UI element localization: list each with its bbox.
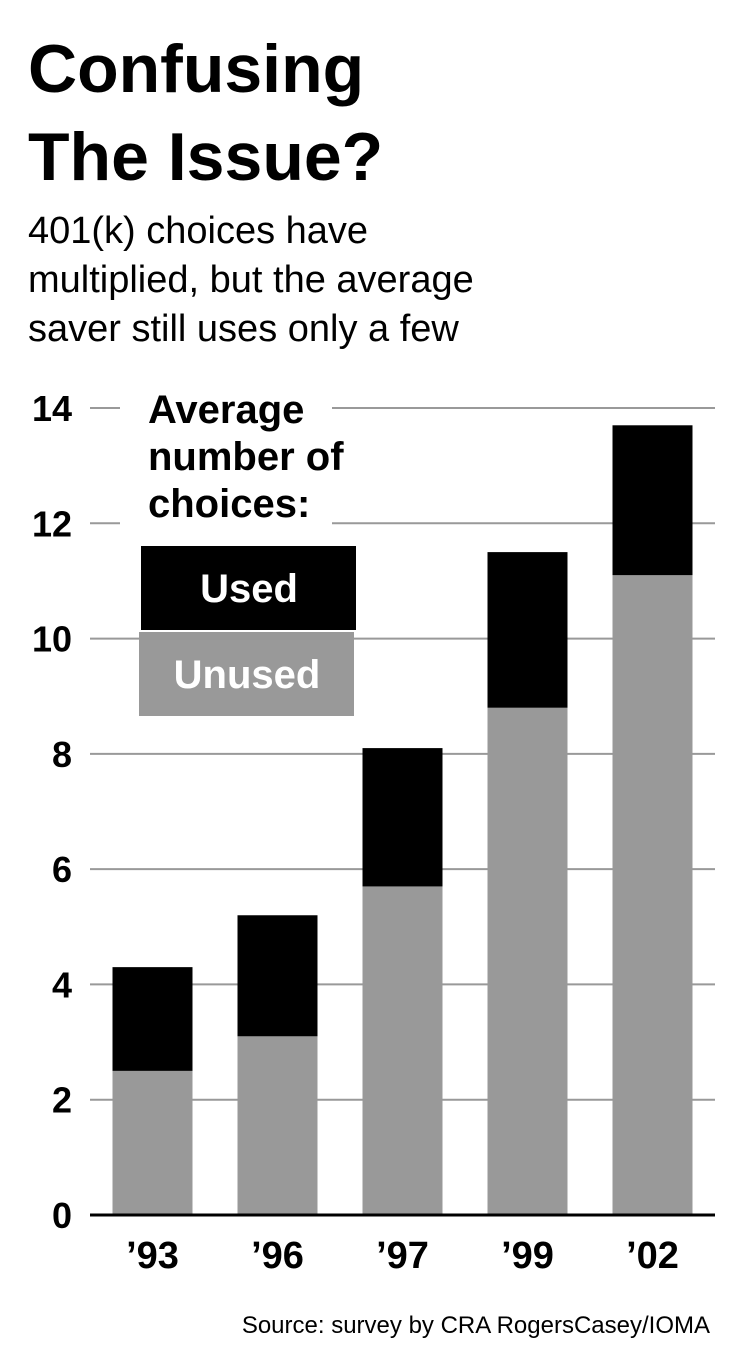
legend-background [120,385,332,525]
bar-segment [112,1070,193,1215]
y-tick-label: 4 [52,964,72,1005]
bar-segment [612,575,693,1215]
legend-swatch [139,632,354,716]
bar-segment [362,886,443,1215]
legend-label: Used [200,567,298,611]
y-tick-label: 0 [52,1195,72,1236]
y-tick-label: 6 [52,849,72,890]
bar-segment [612,425,693,576]
chart-title: Confusing [28,31,364,107]
bar-segment [237,915,318,1037]
legend-title: Average [148,388,304,432]
chart-title: The Issue? [28,119,383,195]
subtitle: saver still uses only a few [28,308,459,350]
y-tick-label: 10 [32,619,72,660]
bar-segment [487,707,568,1215]
x-tick-label: ’02 [626,1235,679,1277]
x-tick-label: ’96 [251,1235,304,1277]
y-tick-label: 12 [32,503,72,544]
y-tick-label: 8 [52,734,72,775]
y-tick-label: 2 [52,1080,72,1121]
bar-segment [112,967,193,1071]
bar-segment [237,1036,318,1215]
y-tick-label: 14 [32,388,72,429]
bar-segment [487,552,568,708]
x-tick-label: ’93 [126,1235,179,1277]
subtitle: multiplied, but the average [28,259,474,301]
source: Source: survey by CRA RogersCasey/IOMA [242,1312,710,1339]
legend-label: Unused [174,653,321,697]
subtitle: 401(k) choices have [28,210,368,252]
x-tick-label: ’99 [501,1235,554,1277]
legend-title: choices: [148,482,310,526]
legend-title: number of [148,435,344,479]
bar-segment [362,748,443,887]
legend-swatch [141,546,356,630]
x-tick-label: ’97 [376,1235,429,1277]
